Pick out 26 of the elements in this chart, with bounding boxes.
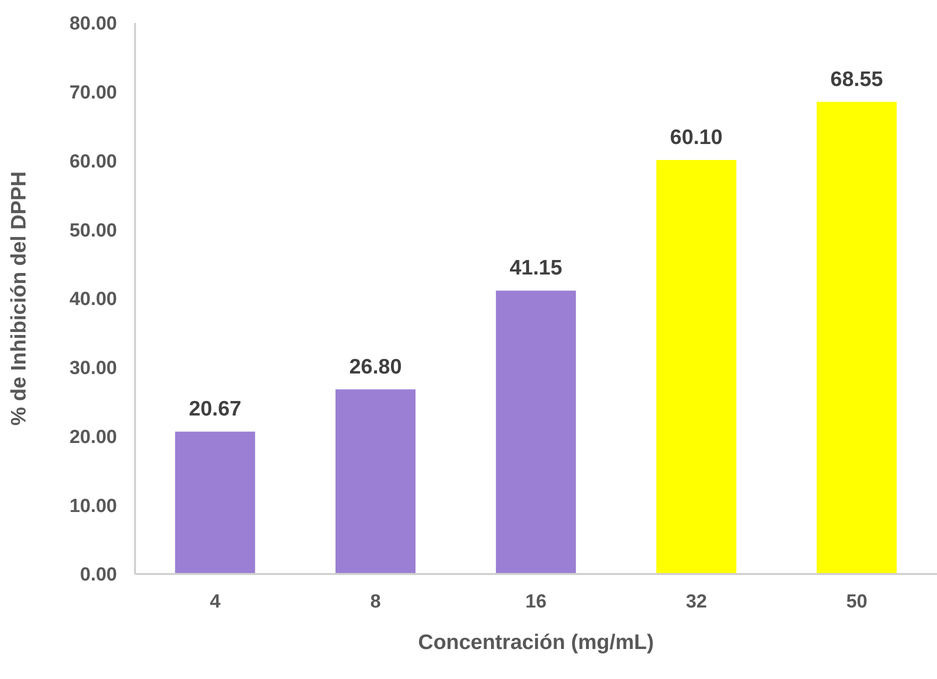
y-axis-title: % de Inhibición del DPPH [7, 171, 30, 426]
x-tick-label: 16 [525, 591, 547, 612]
y-tick-label: 30.00 [69, 358, 117, 380]
bar [496, 290, 576, 574]
y-tick-label: 80.00 [69, 14, 117, 35]
y-tick-label: 40.00 [69, 289, 117, 310]
x-tick-label: 32 [686, 591, 707, 612]
bar [656, 160, 736, 574]
y-tick-label: 20.00 [69, 426, 117, 448]
y-tick-label: 60.00 [69, 151, 117, 172]
x-tick-label: 4 [210, 591, 221, 612]
data-label: 20.67 [188, 398, 242, 421]
data-label: 68.55 [830, 68, 884, 91]
bar [175, 432, 256, 574]
x-axis-title: Concentración (mg/mL) [418, 631, 654, 654]
y-tick-label: 10.00 [69, 496, 117, 517]
data-label: 41.15 [510, 256, 562, 280]
x-tick-label: 8 [370, 591, 381, 612]
y-tick-label: 70.00 [69, 82, 117, 104]
bar [336, 389, 416, 574]
x-tick-label: 50 [846, 591, 868, 612]
y-tick-label: 0.00 [80, 564, 117, 586]
bar [816, 102, 897, 574]
data-label: 26.80 [349, 355, 402, 378]
y-tick-label: 50.00 [69, 220, 117, 242]
data-label: 60.10 [670, 126, 723, 150]
